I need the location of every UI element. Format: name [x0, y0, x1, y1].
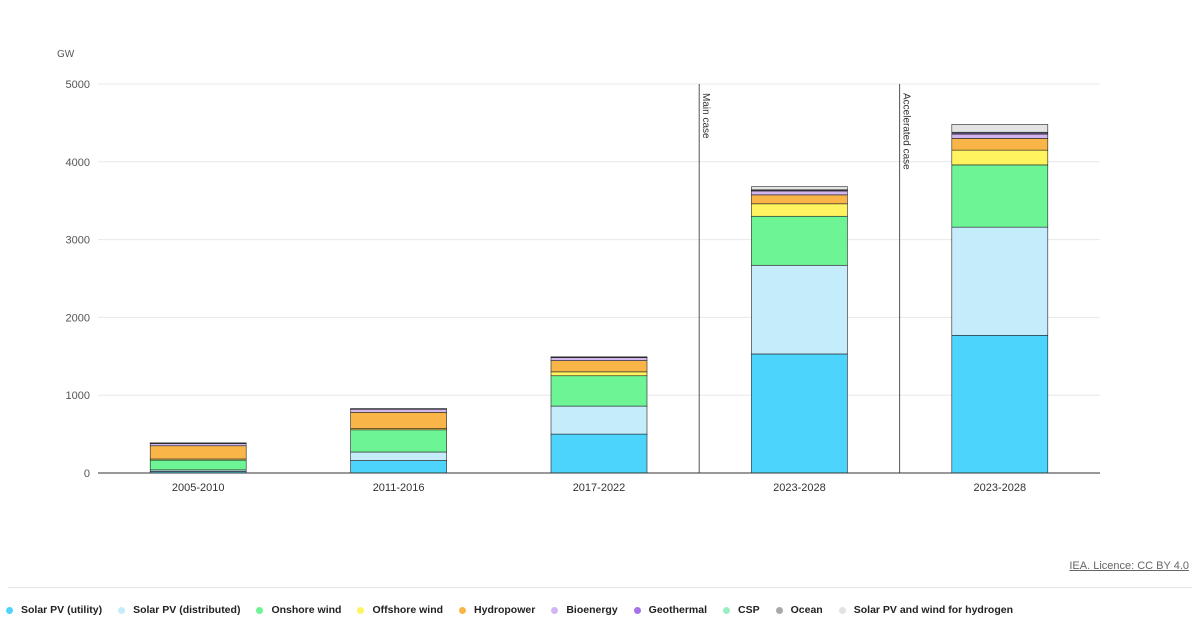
x-tick-label: 2023-2028: [773, 482, 826, 494]
y-tick-label: 2000: [66, 312, 90, 324]
bar-stack: [951, 124, 1049, 474]
x-tick-labels: 2005-2010 2011-2016 2017-2022 2023-2028 2023…: [172, 482, 1026, 494]
case-annotations: Main case Accelerated case: [698, 84, 912, 473]
bar-segment[interactable]: [149, 442, 247, 444]
bar-segment[interactable]: [550, 433, 648, 474]
bar-segment[interactable]: [951, 133, 1049, 139]
stacked-bar-chart: GW 0 1000 2000 3000 4000 5000 Main case Accele…: [57, 49, 1100, 494]
bar-segment[interactable]: [550, 357, 648, 361]
bar-stack: [350, 408, 447, 474]
legend-label: Solar PV (utility): [21, 604, 103, 616]
bar-segment[interactable]: [550, 356, 648, 358]
legend-swatch: [459, 606, 467, 614]
legend-label: Hydropower: [474, 604, 536, 616]
annotation-label: Main case: [700, 93, 711, 139]
legend-item[interactable]: CSP: [723, 604, 760, 616]
bar-segment[interactable]: [751, 264, 848, 355]
legend-label: Bioenergy: [566, 604, 618, 616]
bar-stack: [550, 356, 648, 474]
y-tick-label: 1000: [66, 390, 90, 402]
legend-label: Geothermal: [648, 604, 708, 616]
legend-label: Solar PV (distributed): [133, 604, 241, 616]
legend-swatch: [6, 606, 13, 614]
bar-segment[interactable]: [350, 408, 447, 410]
y-tick-label: 5000: [66, 79, 90, 91]
bar-stack: [149, 442, 247, 474]
bar-segment[interactable]: [951, 149, 1049, 166]
bar-segment[interactable]: [751, 203, 848, 217]
x-tick-label: 2017-2022: [573, 482, 626, 494]
legend-label: Ocean: [790, 604, 823, 616]
gridlines: [98, 83, 1100, 396]
y-tick-label: 4000: [66, 157, 90, 169]
x-tick-label: 2005-2010: [172, 482, 225, 494]
x-tick-label: 2011-2016: [373, 482, 425, 494]
legend-item[interactable]: Solar PV (utility): [6, 604, 102, 616]
licence-link[interactable]: IEA. Licence: CC BY 4.0: [1069, 560, 1189, 572]
y-axis-label: GW: [57, 49, 75, 60]
legend-label: Onshore wind: [271, 604, 342, 616]
bar-segment[interactable]: [951, 226, 1049, 336]
bar-segment[interactable]: [550, 405, 648, 435]
bar-segment[interactable]: [550, 360, 648, 373]
bar-segment[interactable]: [350, 460, 447, 474]
y-tick-labels: 0 1000 2000 3000 4000 5000: [66, 79, 90, 480]
legend-item[interactable]: Onshore wind: [256, 604, 341, 616]
bar-segment[interactable]: [149, 445, 247, 460]
bar-segment[interactable]: [751, 190, 848, 196]
legend-label: Offshore wind: [372, 604, 444, 616]
legend-label: Solar PV and wind for hydrogen: [853, 604, 1013, 616]
legend-item[interactable]: Solar PV (distributed): [118, 604, 240, 616]
legend-divider: [8, 587, 1192, 588]
bar-segment[interactable]: [350, 412, 447, 429]
y-tick-label: 3000: [66, 235, 90, 247]
bar-segment[interactable]: [951, 138, 1049, 151]
bar-segment[interactable]: [350, 429, 447, 453]
bar-segment[interactable]: [951, 124, 1049, 133]
legend-item[interactable]: Hydropower: [459, 604, 535, 616]
bar-segment[interactable]: [951, 334, 1049, 474]
legend-item[interactable]: Ocean: [775, 604, 823, 616]
bars: [149, 124, 1049, 474]
legend-swatch: [723, 606, 731, 614]
bar-segment[interactable]: [751, 194, 848, 205]
bar-segment[interactable]: [751, 186, 848, 191]
legend-swatch: [775, 606, 783, 614]
bar-segment[interactable]: [550, 375, 648, 407]
legend-swatch: [633, 606, 641, 614]
legend-item[interactable]: Bioenergy: [551, 604, 618, 616]
legend-label: CSP: [738, 604, 760, 616]
bar-segment[interactable]: [350, 408, 447, 413]
bar-segment[interactable]: [751, 353, 848, 474]
legend-swatch: [118, 606, 126, 614]
legend-item[interactable]: Solar PV and wind for hydrogen: [838, 604, 1013, 616]
y-tick-label: 0: [84, 468, 90, 480]
legend: Solar PV (utility) Solar PV (distributed)…: [6, 602, 1029, 618]
legend-swatch: [357, 606, 365, 614]
legend-item[interactable]: Offshore wind: [357, 604, 443, 616]
x-tick-label: 2023-2028: [973, 482, 1026, 494]
bar-stack: [751, 186, 848, 474]
legend-swatch: [551, 606, 559, 614]
legend-swatch: [838, 606, 846, 614]
annotation-label: Accelerated case: [901, 93, 912, 170]
bar-segment[interactable]: [951, 164, 1049, 228]
legend-swatch: [256, 606, 264, 614]
chart-area: GW 0 1000 2000 3000 4000 5000 Main case Accele…: [57, 49, 1100, 494]
bar-segment[interactable]: [350, 451, 447, 461]
bar-segment[interactable]: [149, 459, 247, 471]
bar-segment[interactable]: [751, 215, 848, 266]
legend-item[interactable]: Geothermal: [633, 604, 708, 616]
bar-segment[interactable]: [550, 371, 648, 377]
